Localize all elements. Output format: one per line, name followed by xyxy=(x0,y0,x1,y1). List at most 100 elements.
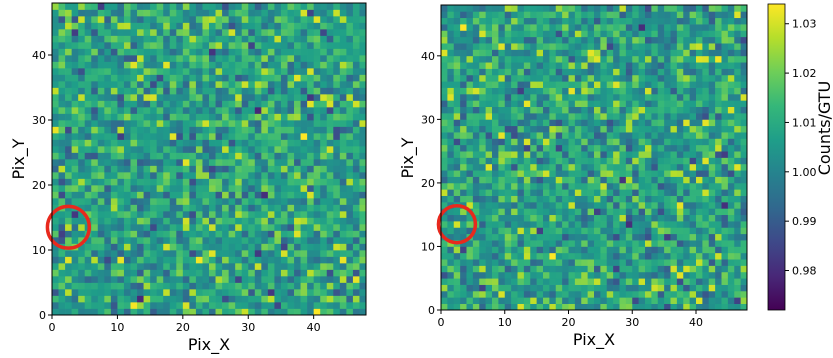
heatmap-cell xyxy=(176,16,184,23)
heatmap-cell xyxy=(702,138,710,146)
heatmap-cell xyxy=(479,284,486,292)
heatmap-cell xyxy=(645,227,652,235)
heatmap-cell xyxy=(492,208,499,216)
heatmap-cell xyxy=(702,240,710,247)
heatmap-cell xyxy=(696,144,703,152)
heatmap-cell xyxy=(52,250,59,257)
heatmap-cell xyxy=(195,172,203,179)
heatmap-cell xyxy=(664,233,671,241)
heatmap-cell xyxy=(517,233,525,241)
heatmap-cell xyxy=(472,201,480,209)
heatmap-cell xyxy=(326,211,334,218)
heatmap-cell xyxy=(339,94,347,101)
heatmap-cell xyxy=(721,36,729,44)
heatmap-cell xyxy=(215,100,223,108)
heatmap-cell xyxy=(651,246,659,254)
heatmap-cell xyxy=(708,132,716,139)
heatmap-cell xyxy=(472,36,480,44)
heatmap-cell xyxy=(664,208,671,216)
heatmap-cell xyxy=(202,159,210,166)
heatmap-cell xyxy=(574,119,582,127)
heatmap-cell xyxy=(517,106,525,114)
heatmap-cell xyxy=(555,30,563,38)
heatmap-cell xyxy=(689,182,697,190)
heatmap-cell xyxy=(130,165,138,173)
heatmap-cell xyxy=(485,284,493,292)
heatmap-cell xyxy=(176,217,184,225)
heatmap-cell xyxy=(638,81,646,88)
heatmap-cell xyxy=(156,107,164,114)
heatmap-cell xyxy=(638,74,646,82)
heatmap-cell xyxy=(313,172,321,179)
heatmap-cell xyxy=(715,201,722,209)
heatmap-cell xyxy=(574,284,582,292)
heatmap-cell xyxy=(441,227,448,235)
heatmap-cell xyxy=(209,269,216,277)
heatmap-cell xyxy=(555,11,563,19)
heatmap-cell xyxy=(189,204,197,212)
heatmap-cell xyxy=(613,189,620,196)
heatmap-cell xyxy=(498,246,506,254)
heatmap-cell xyxy=(254,159,262,166)
heatmap-cell xyxy=(740,233,748,241)
heatmap-cell xyxy=(143,185,151,192)
heatmap-cell xyxy=(600,271,608,279)
heatmap-cell xyxy=(254,48,262,56)
heatmap-cell xyxy=(625,170,633,177)
heatmap-cell xyxy=(574,201,582,209)
heatmap-cell xyxy=(123,263,131,270)
heatmap-cell xyxy=(645,49,652,57)
heatmap-cell xyxy=(696,100,703,108)
heatmap-cell xyxy=(104,87,112,95)
heatmap-cell xyxy=(228,94,236,101)
heatmap-cell xyxy=(352,55,360,62)
heatmap-cell xyxy=(562,303,569,311)
heatmap-cell xyxy=(568,246,576,254)
heatmap-cell xyxy=(333,81,341,88)
heatmap-cell xyxy=(740,208,748,216)
heatmap-cell xyxy=(568,265,576,273)
heatmap-cell xyxy=(346,9,354,17)
heatmap-cell xyxy=(447,36,455,44)
heatmap-cell xyxy=(543,87,550,95)
heatmap-cell xyxy=(359,191,367,199)
heatmap-cell xyxy=(84,133,92,140)
heatmap-cell xyxy=(261,139,269,147)
heatmap-cell xyxy=(222,48,229,56)
heatmap-cell xyxy=(632,113,639,120)
heatmap-cell xyxy=(261,224,269,231)
heatmap-cell xyxy=(498,132,506,139)
heatmap-cell xyxy=(235,29,243,36)
heatmap-cell xyxy=(606,182,614,190)
heatmap-cell xyxy=(485,68,493,76)
heatmap-cell xyxy=(195,224,203,231)
heatmap-cell xyxy=(441,201,448,209)
heatmap-cell xyxy=(97,68,105,75)
heatmap-cell xyxy=(84,87,92,95)
heatmap-cell xyxy=(274,9,282,17)
heatmap-cell xyxy=(708,252,716,260)
heatmap-cell xyxy=(517,170,525,177)
heatmap-cell xyxy=(581,214,588,222)
heatmap-cell xyxy=(721,303,729,311)
heatmap-cell xyxy=(536,49,544,57)
heatmap-cell xyxy=(702,265,710,273)
heatmap-cell xyxy=(333,230,341,238)
heatmap-cell xyxy=(241,35,249,43)
heatmap-cell xyxy=(248,276,256,283)
heatmap-cell xyxy=(333,107,341,114)
heatmap-cell xyxy=(740,138,748,146)
heatmap-cell xyxy=(511,151,518,158)
heatmap-cell xyxy=(339,243,347,251)
heatmap-cell xyxy=(721,284,729,292)
heatmap-cell xyxy=(58,146,66,153)
heatmap-cell xyxy=(555,125,563,133)
heatmap-cell xyxy=(670,297,678,304)
heatmap-cell xyxy=(143,159,151,166)
heatmap-cell xyxy=(137,185,144,192)
heatmap-cell xyxy=(727,195,735,203)
heatmap-cell xyxy=(320,35,328,43)
heatmap-cell xyxy=(587,49,595,57)
heatmap-cell xyxy=(613,93,620,101)
heatmap-cell xyxy=(58,152,66,160)
